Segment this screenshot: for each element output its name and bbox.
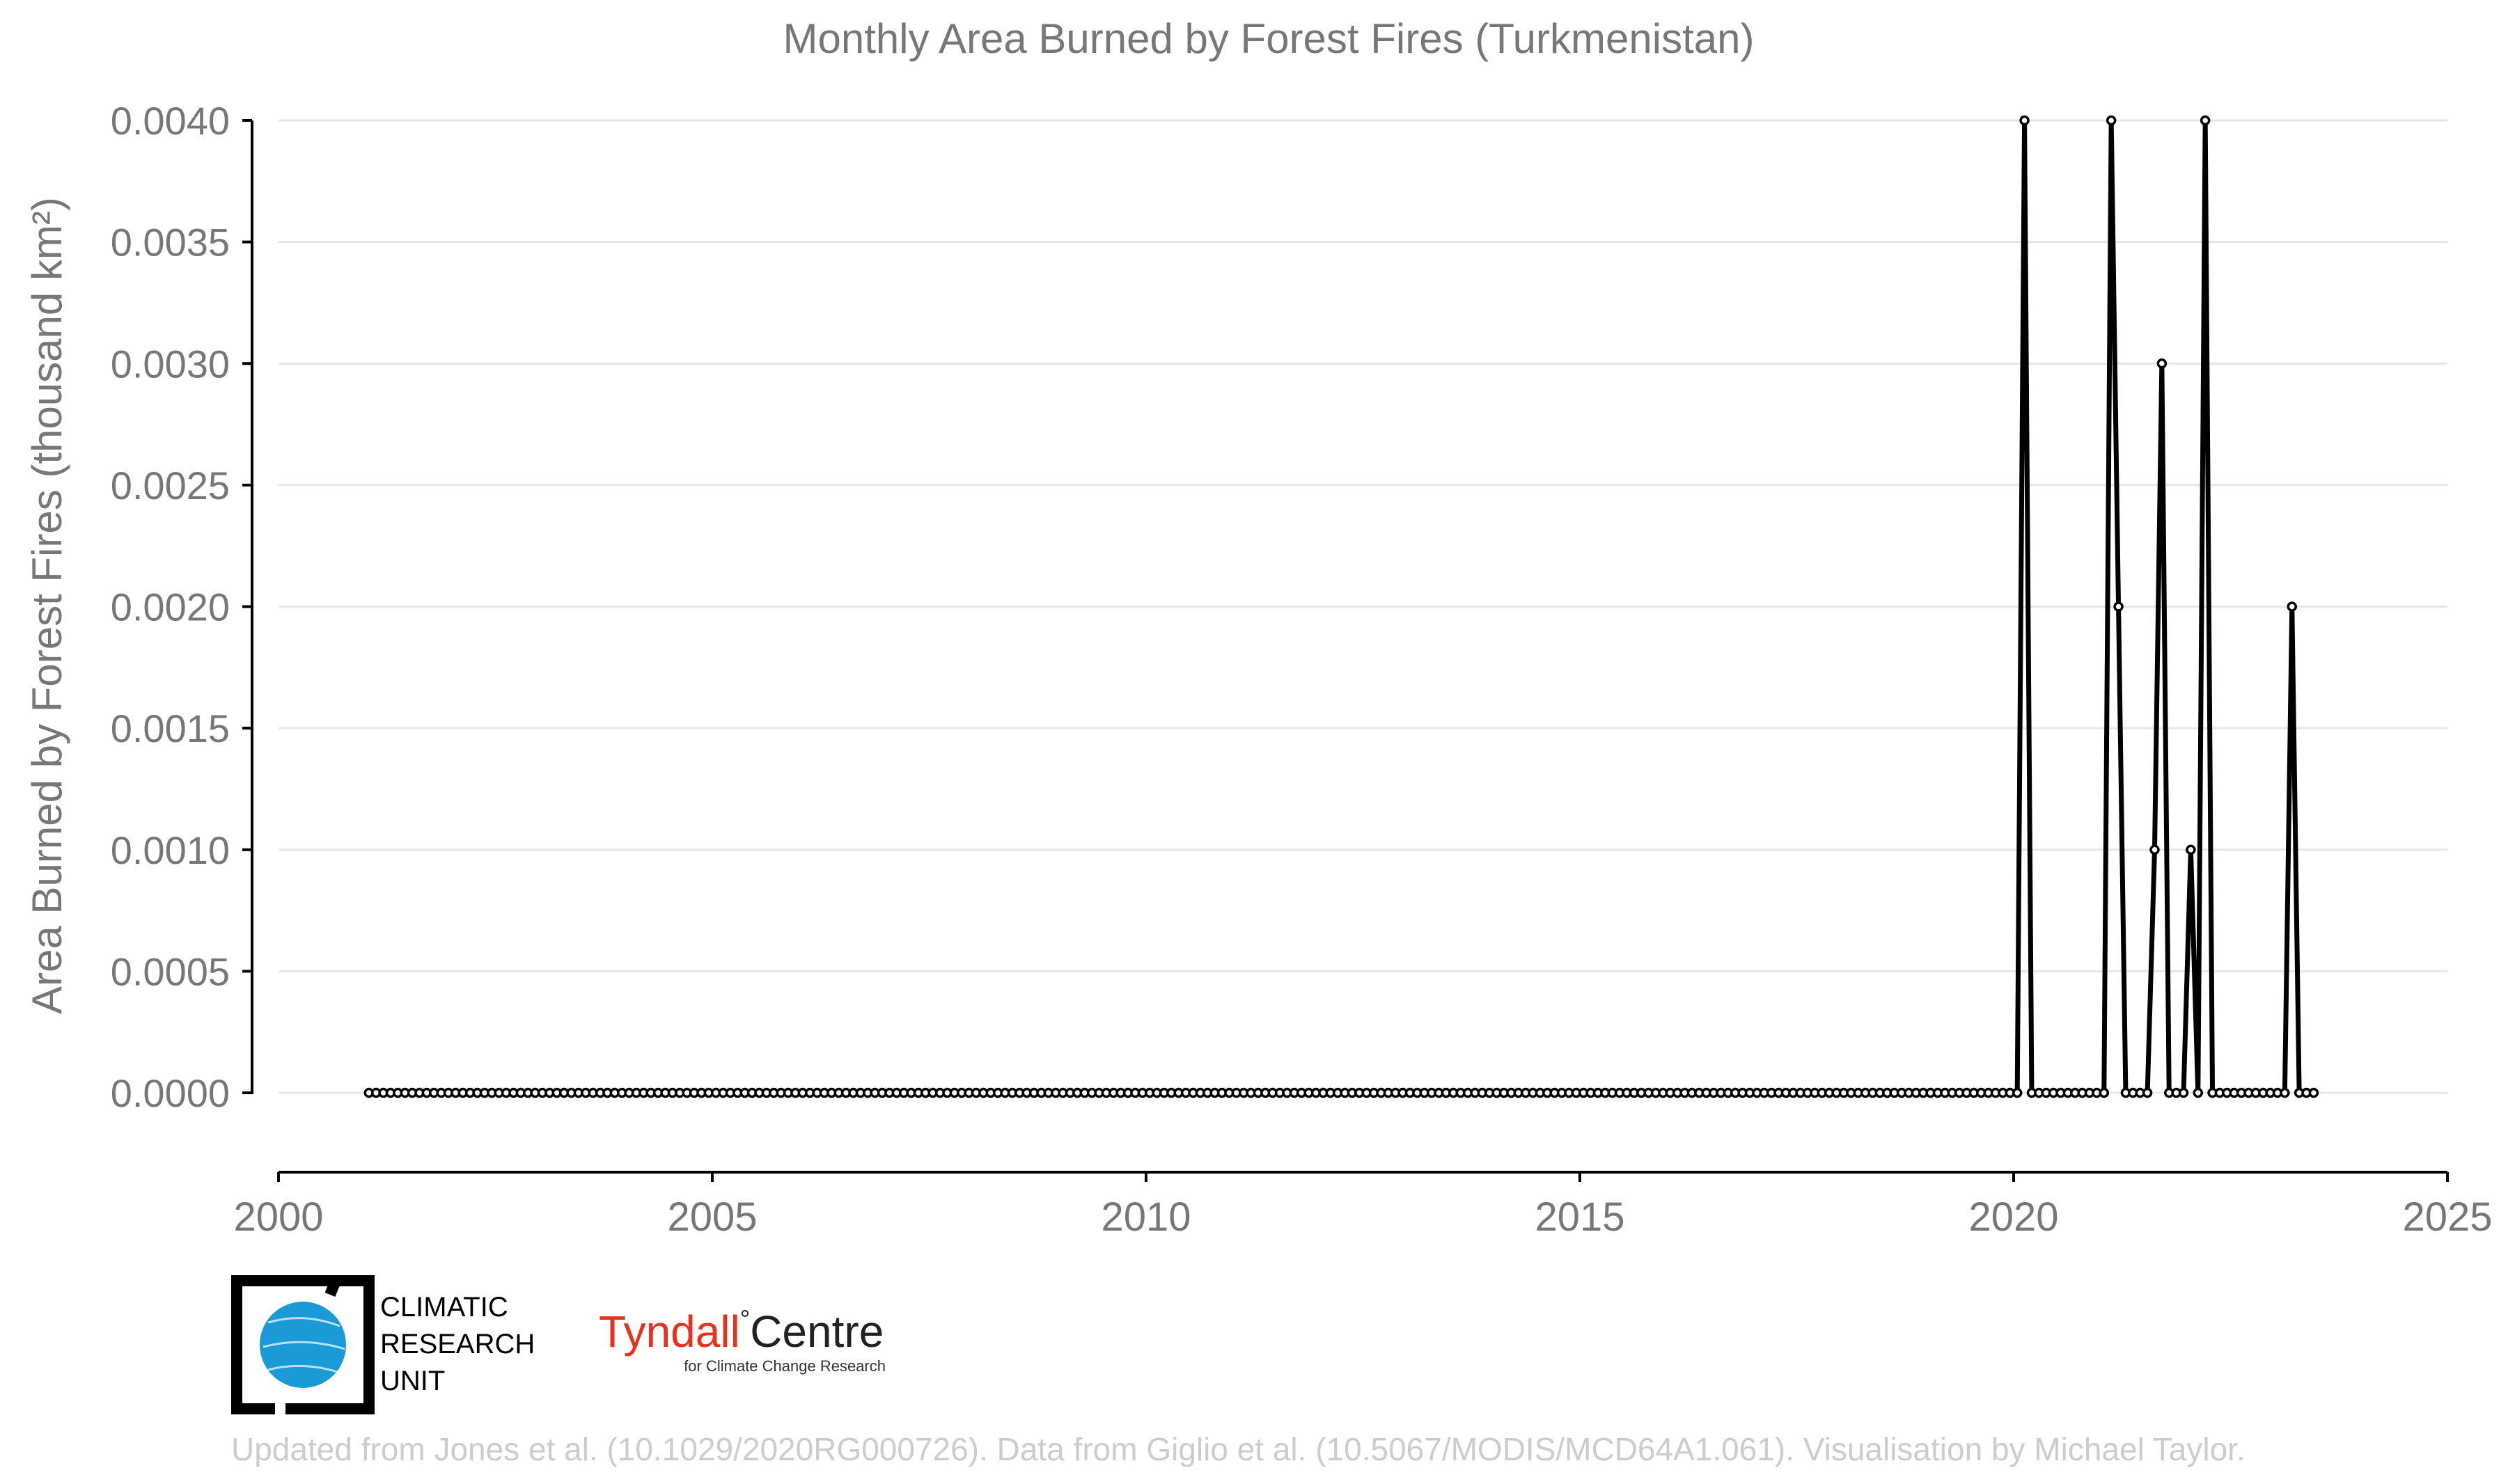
data-point bbox=[2200, 115, 2211, 126]
x-tick-label: 2005 bbox=[667, 1194, 757, 1240]
y-tick-label: 0.0030 bbox=[111, 342, 230, 386]
y-tick-label: 0.0000 bbox=[111, 1071, 230, 1115]
cru-logo: CLIMATIC RESEARCH UNIT bbox=[231, 1275, 535, 1414]
data-point bbox=[2149, 844, 2160, 855]
x-tick-label: 2020 bbox=[1968, 1194, 2058, 1240]
data-point bbox=[2308, 1087, 2319, 1098]
data-point bbox=[2287, 601, 2298, 612]
data-point bbox=[2193, 1087, 2204, 1098]
x-tick-label: 2015 bbox=[1535, 1194, 1624, 1240]
y-axis-ticks: 0.0000 0.0005 0.0010 0.0015 0.0020 0.0025 0.00… bbox=[111, 99, 253, 1115]
chart-title: Monthly Area Burned by Forest Fires (Tur… bbox=[783, 15, 1755, 62]
cru-line1: CLIMATIC bbox=[380, 1292, 508, 1323]
footer-credit: Updated from Jones et al. (10.1029/2020R… bbox=[231, 1431, 2246, 1467]
y-tick-label: 0.0015 bbox=[111, 707, 230, 750]
data-point bbox=[2106, 115, 2117, 126]
tyndall-logo: Tyndall°Centre for Climate Change Resear… bbox=[599, 1304, 886, 1375]
gridlines bbox=[279, 119, 2447, 1094]
data-point bbox=[2012, 1087, 2023, 1098]
y-tick-label: 0.0040 bbox=[111, 99, 230, 143]
x-axis: 2000 2005 2010 2015 2020 2025 bbox=[233, 1171, 2493, 1240]
y-tick-label: 0.0020 bbox=[111, 585, 230, 629]
x-tick-label: 2010 bbox=[1101, 1194, 1191, 1240]
cru-bracket-right bbox=[285, 1275, 375, 1414]
y-tick-label: 0.0010 bbox=[111, 828, 230, 872]
data-point bbox=[2186, 844, 2196, 855]
tyndall-subtitle: for Climate Change Research bbox=[684, 1357, 886, 1375]
series bbox=[363, 115, 2319, 1098]
data-point bbox=[2019, 115, 2030, 126]
tyndall-wordmark: Tyndall°Centre bbox=[599, 1304, 884, 1357]
data-point bbox=[2156, 358, 2168, 369]
data-point bbox=[2280, 1087, 2290, 1098]
y-tick-label: 0.0025 bbox=[111, 464, 230, 507]
data-point bbox=[2113, 601, 2124, 612]
y-tick-label: 0.0035 bbox=[111, 221, 230, 265]
x-tick-label: 2025 bbox=[2402, 1194, 2492, 1240]
x-tick-label: 2000 bbox=[233, 1194, 323, 1240]
data-point bbox=[2099, 1087, 2110, 1098]
cru-line2: RESEARCH bbox=[380, 1329, 535, 1359]
cru-line3: UNIT bbox=[380, 1366, 445, 1396]
data-point bbox=[2142, 1087, 2153, 1098]
cru-bracket-left bbox=[231, 1275, 334, 1414]
data-point bbox=[2178, 1087, 2189, 1098]
y-tick-label: 0.0005 bbox=[111, 949, 230, 993]
y-axis-label: Area Burned by Forest Fires (thousand km… bbox=[24, 197, 70, 1014]
